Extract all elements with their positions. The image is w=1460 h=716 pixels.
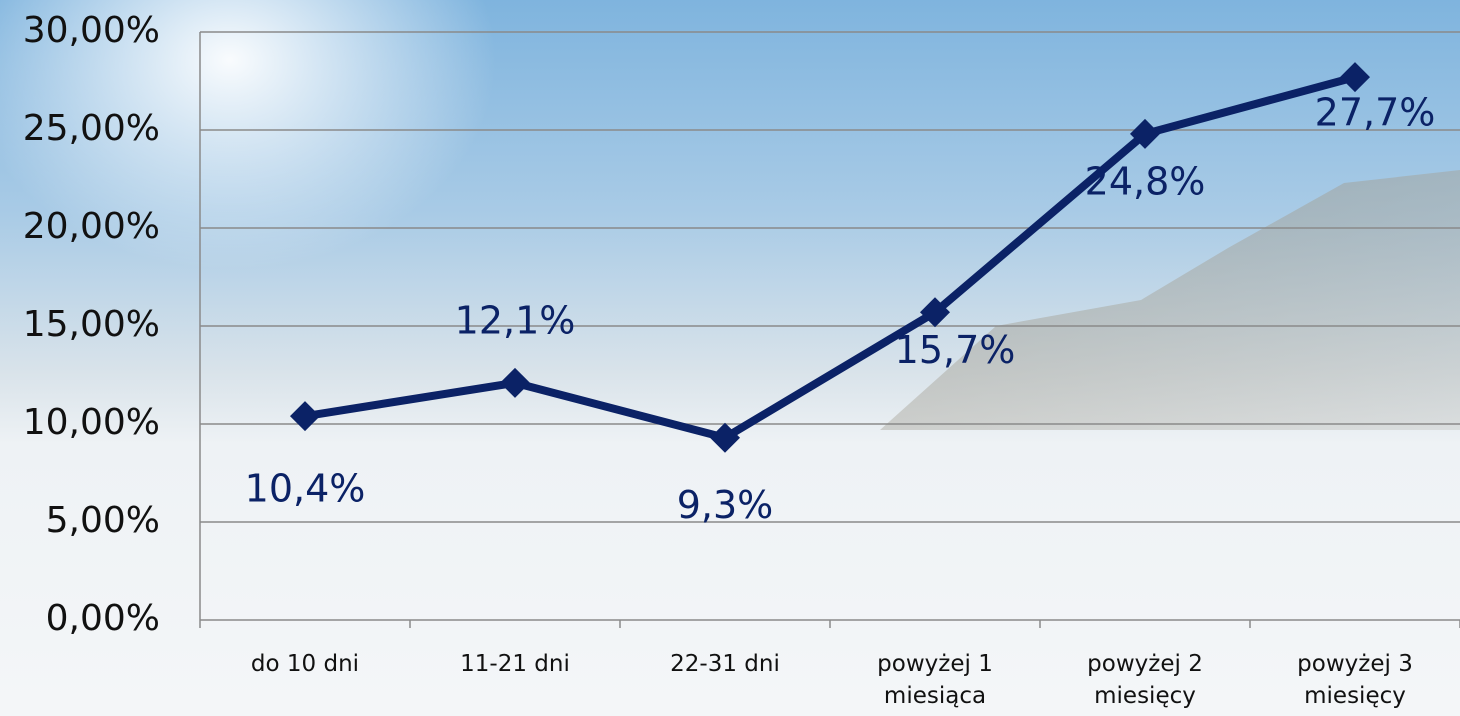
x-tick-label: 11-21 dni [440, 648, 590, 680]
x-tick-label: powyżej 2 miesięcy [1070, 648, 1220, 712]
data-label: 24,8% [1085, 159, 1206, 203]
chart: 0,00% 5,00% 10,00% 15,00% 20,00% 25,00% 30,00%… [0, 0, 1460, 716]
x-tick-label: 22-31 dni [650, 648, 800, 680]
x-tick-label: powyżej 1 miesiąca [860, 648, 1010, 712]
marker [500, 368, 530, 398]
data-label: 27,7% [1315, 91, 1436, 135]
y-tick-label: 30,00% [23, 10, 160, 51]
y-tick-label: 25,00% [23, 108, 160, 149]
y-tick-label: 10,00% [23, 402, 160, 443]
data-label: 10,4% [245, 467, 366, 511]
x-tick-label: powyżej 3 miesięcy [1280, 648, 1430, 712]
line [305, 77, 1355, 438]
y-tick-label: 20,00% [23, 206, 160, 247]
y-tick-label: 0,00% [46, 598, 160, 639]
y-tick-label: 5,00% [46, 500, 160, 541]
data-label: 12,1% [455, 298, 576, 342]
chart-background: 0,00% 5,00% 10,00% 15,00% 20,00% 25,00% 30,00%… [0, 0, 1460, 716]
x-tick-label: do 10 dni [230, 648, 380, 680]
marker [1340, 62, 1370, 92]
y-tick-label: 15,00% [23, 304, 160, 345]
data-label: 9,3% [677, 483, 774, 527]
data-label: 15,7% [895, 328, 1016, 372]
marker [290, 401, 320, 431]
